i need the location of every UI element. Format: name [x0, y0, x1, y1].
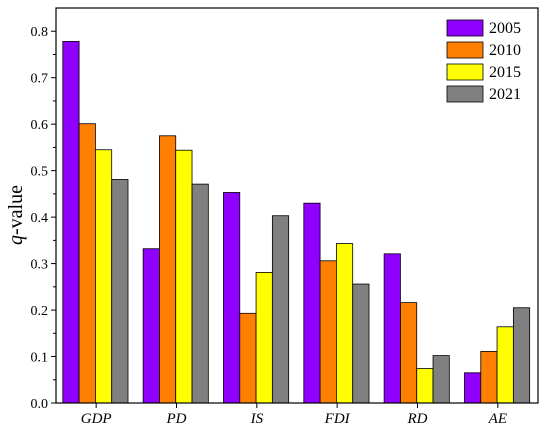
legend-label-2005: 2005	[489, 20, 521, 37]
y-axis-title: q-value	[5, 185, 27, 245]
y-tick-label: 0.3	[31, 258, 49, 273]
bar-gdp-2015	[95, 149, 113, 404]
bar-ae-2005	[464, 372, 482, 404]
plot-frame	[55, 7, 539, 404]
bar-is-2015	[255, 272, 273, 404]
legend-label-2015: 2015	[489, 64, 521, 81]
bar-rd-2021	[432, 355, 450, 404]
legend-swatch-2021	[446, 85, 484, 103]
bar-pd-2005	[142, 248, 160, 404]
bar-gdp-2005	[62, 41, 80, 404]
y-tick-label: 0.2	[31, 304, 49, 319]
y-tick-label: 0.4	[31, 211, 49, 226]
legend-swatch-2010	[446, 41, 484, 59]
legend-swatch-2015	[446, 63, 484, 81]
bar-rd-2005	[383, 253, 401, 404]
x-tick-label-fdi: FDI	[324, 411, 351, 427]
y-tick-label: 0.6	[31, 118, 49, 133]
legend-label-2021: 2021	[489, 86, 521, 103]
bar-ae-2021	[512, 307, 531, 404]
bar-is-2010	[239, 312, 257, 404]
bar-gdp-2010	[78, 123, 96, 404]
y-tick-label: 0.1	[31, 351, 49, 366]
bar-fdi-2015	[335, 243, 354, 404]
bar-ae-2010	[480, 351, 498, 404]
bar-rd-2010	[400, 302, 418, 404]
bar-gdp-2021	[111, 179, 129, 404]
bar-fdi-2021	[352, 283, 370, 404]
legend-swatch-2005	[446, 19, 484, 37]
bar-pd-2021	[191, 183, 209, 404]
x-tick-label-gdp: GDP	[81, 411, 112, 427]
bar-pd-2015	[175, 149, 193, 404]
bar-fdi-2010	[319, 260, 337, 404]
y-tick-label: 0.7	[31, 72, 49, 87]
y-tick-label: 0.0	[31, 397, 49, 412]
y-tick-label: 0.8	[31, 25, 49, 40]
legend-label-2010: 2010	[489, 42, 521, 59]
legend: 2005 2010 2015 2021	[441, 16, 537, 108]
axes-group: 0.0 0.1 0.2 0.3 0.4 0.5 0.6 0.7 0.8 GDP PD IS FDI RD A…	[31, 7, 539, 427]
y-tick-label: 0.5	[31, 165, 49, 180]
bars-group	[62, 41, 531, 404]
x-tick-label-is: IS	[250, 411, 264, 427]
bar-ae-2015	[496, 326, 514, 404]
x-tick-label-ae: AE	[488, 411, 507, 427]
bar-pd-2010	[159, 135, 177, 404]
bar-is-2005	[223, 192, 241, 404]
x-tick-label-pd: PD	[166, 411, 187, 427]
bar-is-2021	[271, 215, 290, 404]
bar-rd-2015	[416, 368, 434, 404]
x-tick-label-rd: RD	[407, 411, 428, 427]
bar-fdi-2005	[303, 202, 321, 404]
